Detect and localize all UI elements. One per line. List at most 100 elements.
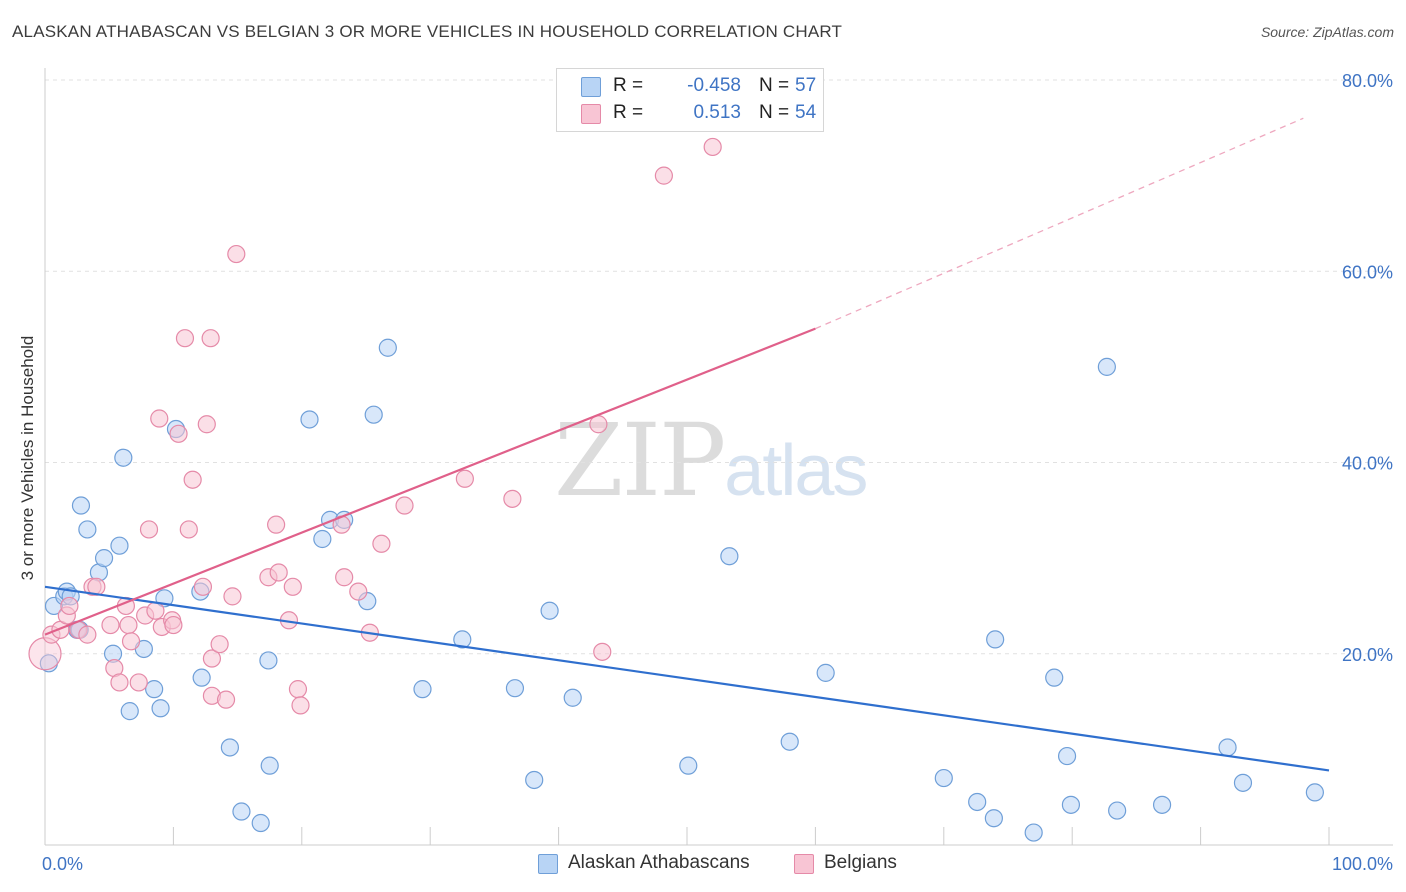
belgian-point [593,642,612,661]
alaskan-point [563,688,582,707]
y-tick-label: 20.0% [1342,645,1393,665]
alaskan-point [780,732,799,751]
bottom-legend-label-belgian: Belgians [824,852,897,873]
y-tick-label: 60.0% [1342,262,1393,282]
legend-n-label: N = [759,75,790,96]
legend-r-label: R = [613,102,644,123]
alaskan-point [1024,823,1043,842]
alaskan-point [525,770,544,790]
legend-swatch-belgian [581,104,601,124]
alaskan-point [151,699,170,718]
y-tick-label: 40.0% [1342,454,1393,474]
y-tick-label: 80.0% [1342,71,1393,91]
alaskan-point [259,651,278,670]
alaskan-point [378,338,397,357]
bottom-legend-swatch-alaskan [538,854,558,874]
alaskan-point [145,680,164,699]
bottom-legend-label-alaskan: Alaskan Athabascans [568,852,750,873]
alaskan-point [984,809,1003,828]
belgian-point [175,329,195,348]
belgian-point [139,520,159,539]
belgian-point [503,489,522,508]
alaskan-point [816,663,835,682]
belgian-point [395,496,414,515]
belgian-point [223,587,242,606]
belgian-point [179,520,198,539]
belgian-point [455,469,474,488]
belgian-point [146,601,165,620]
belgian-point [197,415,216,434]
belgian-trend-line [44,327,816,636]
belgian-point [60,596,79,616]
alaskan-point [540,601,559,620]
alaskan-point [720,547,739,566]
alaskan-point [968,792,987,812]
alaskan-point [934,768,953,788]
belgian-point [202,649,222,668]
alaskan-point [413,680,432,699]
alaskan-point [71,496,91,515]
legend-swatch-alaskan [581,77,601,97]
correlation-legend: R = -0.458 N = 57 R = 0.513 N = 54 [556,68,824,132]
alaskan-point [220,738,239,757]
belgian-point [201,329,220,348]
belgian-point [101,615,120,635]
belgian-point [349,582,368,601]
x-tick-label: 100.0% [1332,854,1393,874]
belgian-point [288,680,308,699]
alaskan-point [505,679,525,698]
belgian-point [28,637,62,671]
belgian-point [703,137,722,157]
alaskan-point [1097,357,1116,376]
alaskan-point [110,536,129,555]
belgian-point [110,673,129,692]
belgian-point [78,625,97,644]
alaskan-point [364,405,383,424]
chart-title: ALASKAN ATHABASCAN VS BELGIAN 3 OR MORE … [12,22,843,41]
belgian-point [164,615,183,635]
alaskan-point [986,630,1005,649]
belgian-point [372,534,391,553]
alaskan-point [1061,795,1081,814]
alaskan-point [1057,746,1077,766]
belgian-point [119,615,138,635]
belgian-point [291,696,310,715]
belgian-point [87,577,106,596]
alaskan-point [1305,783,1324,802]
belgian-point [216,690,236,709]
belgian-point [129,673,148,692]
belgian-point [121,632,141,651]
belgian-point [283,577,302,596]
legend-r-value: -0.458 [687,75,741,96]
belgian-point [169,424,188,443]
alaskan-point [251,813,270,833]
alaskan-point [313,529,332,549]
alaskan-point [192,668,211,687]
belgian-point [183,470,202,489]
belgian-point [193,577,213,596]
source-credit: Source: ZipAtlas.com [1260,24,1394,40]
alaskan-point [120,702,139,721]
legend-r-value: 0.513 [693,102,741,123]
legend-n-value: 54 [795,102,817,123]
alaskan-point [114,448,133,467]
bottom-legend-swatch-belgian [794,854,814,874]
alaskan-point [679,756,698,775]
alaskan-point [78,520,97,539]
legend-n-label: N = [759,102,790,123]
alaskan-point [1108,801,1127,820]
belgian-point [267,515,286,534]
belgian-point [269,563,288,582]
belgian-point [335,568,354,587]
legend-r-label: R = [613,75,644,96]
alaskan-point [260,756,279,775]
alaskan-trend-line [44,585,1330,772]
alaskan-point [94,549,114,568]
belgian-point [210,635,229,654]
alaskan-point [1152,795,1172,814]
x-tick-label: 0.0% [42,854,83,874]
alaskan-point [1045,668,1064,687]
legend-n-value: 57 [795,75,817,96]
belgian-point [654,166,673,185]
